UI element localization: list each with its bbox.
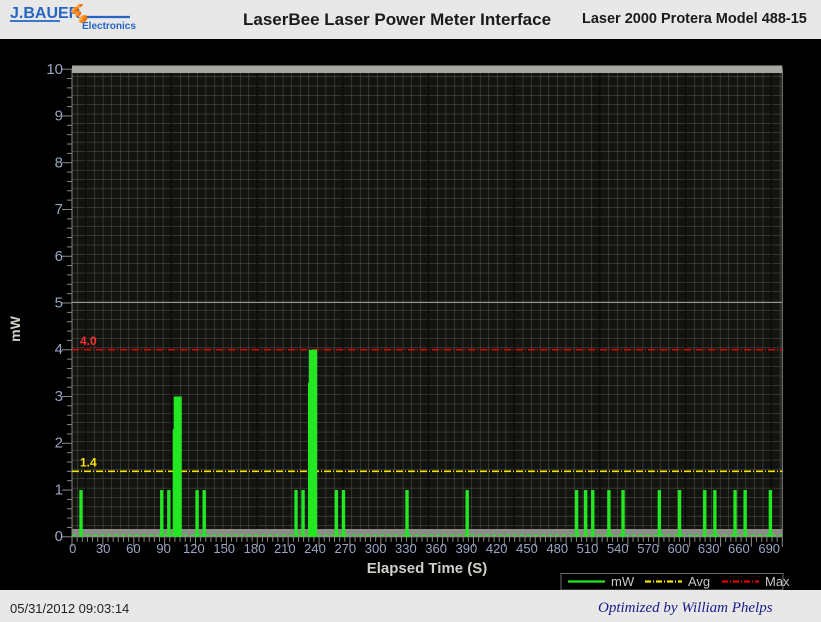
svg-text:4: 4 xyxy=(55,341,63,358)
svg-text:3: 3 xyxy=(55,388,63,405)
svg-text:210: 210 xyxy=(274,541,296,556)
svg-text:690: 690 xyxy=(758,541,780,556)
svg-text:6: 6 xyxy=(55,248,63,265)
svg-text:mW: mW xyxy=(611,574,635,589)
svg-text:4.0: 4.0 xyxy=(80,334,97,348)
svg-text:570: 570 xyxy=(637,541,659,556)
svg-text:330: 330 xyxy=(395,541,417,556)
svg-text:150: 150 xyxy=(213,541,235,556)
svg-text:450: 450 xyxy=(516,541,538,556)
svg-text:360: 360 xyxy=(425,541,447,556)
svg-text:Max: Max xyxy=(765,574,790,589)
svg-text:540: 540 xyxy=(607,541,629,556)
svg-text:300: 300 xyxy=(365,541,387,556)
svg-text:660: 660 xyxy=(728,541,750,556)
svg-text:1.4: 1.4 xyxy=(80,456,97,470)
svg-text:180: 180 xyxy=(244,541,266,556)
svg-text:2: 2 xyxy=(55,435,63,452)
svg-text:240: 240 xyxy=(304,541,326,556)
svg-text:J.BAUER: J.BAUER xyxy=(10,5,81,22)
svg-text:10: 10 xyxy=(46,61,63,78)
svg-text:Electronics: Electronics xyxy=(82,21,136,32)
svg-text:270: 270 xyxy=(334,541,356,556)
svg-text:Avg: Avg xyxy=(688,574,710,589)
svg-text:120: 120 xyxy=(183,541,205,556)
svg-text:90: 90 xyxy=(156,541,170,556)
svg-text:8: 8 xyxy=(55,154,63,171)
svg-text:1: 1 xyxy=(55,481,63,498)
svg-text:9: 9 xyxy=(55,108,63,125)
svg-text:630: 630 xyxy=(698,541,720,556)
svg-text:Elapsed Time (S): Elapsed Time (S) xyxy=(367,560,488,577)
svg-text:5: 5 xyxy=(55,295,63,312)
svg-text:0: 0 xyxy=(69,541,76,556)
svg-text:390: 390 xyxy=(456,541,478,556)
svg-text:60: 60 xyxy=(126,541,140,556)
svg-text:420: 420 xyxy=(486,541,508,556)
svg-text:30: 30 xyxy=(96,541,110,556)
svg-text:mW: mW xyxy=(7,315,23,341)
svg-text:480: 480 xyxy=(546,541,568,556)
svg-text:600: 600 xyxy=(668,541,690,556)
svg-text:510: 510 xyxy=(577,541,599,556)
svg-text:7: 7 xyxy=(55,201,63,218)
svg-text:0: 0 xyxy=(55,528,63,545)
